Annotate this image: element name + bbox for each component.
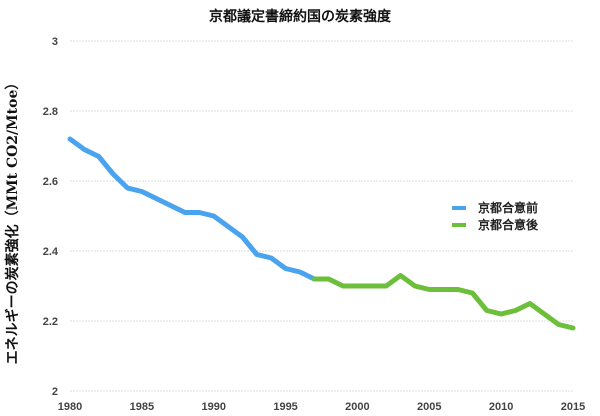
y-tick-label: 2.4: [43, 246, 59, 258]
x-tick-label: 2000: [345, 401, 369, 413]
y-tick-label: 2.2: [43, 316, 58, 328]
x-tick-label: 2015: [561, 401, 585, 413]
y-tick-label: 2.8: [43, 106, 58, 118]
x-tick-label: 2010: [489, 401, 513, 413]
series-line-1: [67, 136, 317, 282]
x-tick-label: 1980: [58, 401, 82, 413]
x-tick-label: 1985: [130, 401, 154, 413]
x-tick-label: 1995: [273, 401, 297, 413]
y-tick-label: 2: [52, 386, 58, 398]
legend-label: 京都合意後: [478, 217, 539, 232]
x-tick-label: 2005: [417, 401, 441, 413]
legend-label: 京都合意前: [478, 200, 538, 215]
series-line-2: [311, 273, 576, 331]
y-tick-label: 3: [52, 36, 58, 48]
y-tick-label: 2.6: [43, 176, 58, 188]
chart-title: 京都議定書締約国の炭素強度: [209, 9, 391, 25]
x-tick-label: 1990: [201, 401, 225, 413]
